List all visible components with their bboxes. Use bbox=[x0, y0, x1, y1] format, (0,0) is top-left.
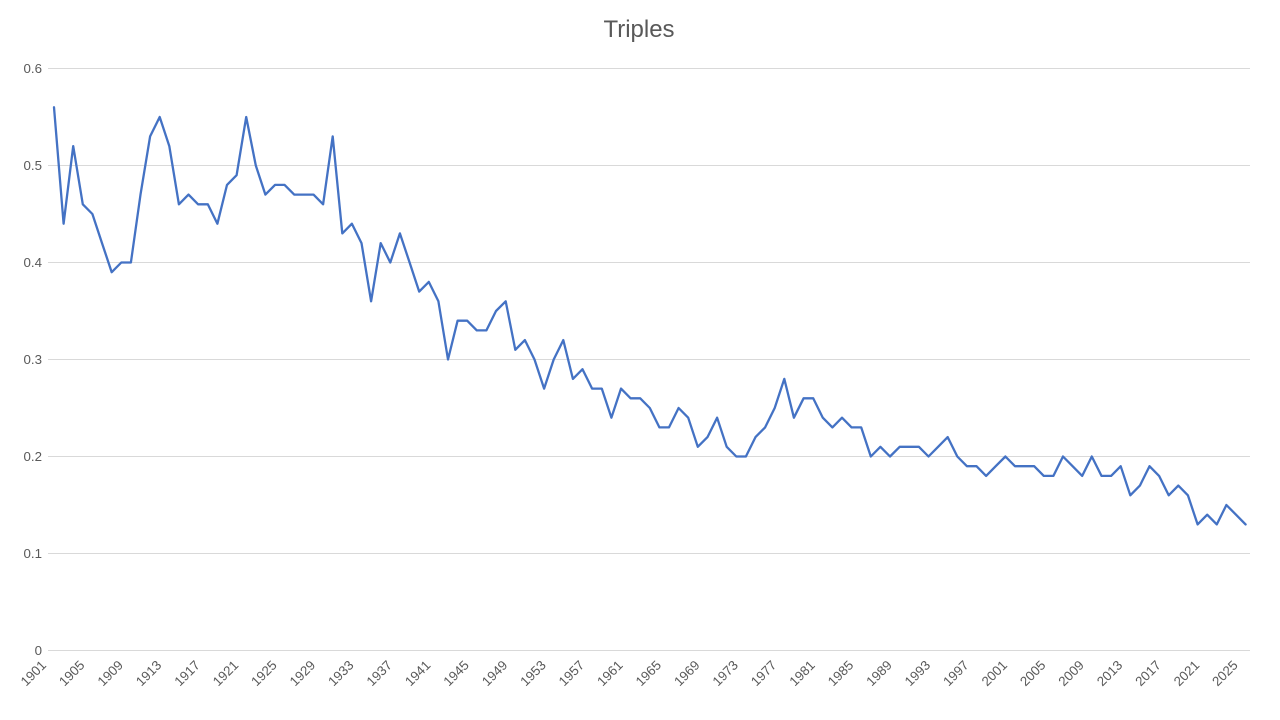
x-axis-label: 1957 bbox=[556, 658, 588, 690]
y-axis-labels: 0 0.1 0.2 0.3 0.4 0.5 0.6 bbox=[24, 61, 43, 658]
chart-title: Triples bbox=[603, 16, 675, 43]
x-axis-label: 2025 bbox=[1209, 658, 1241, 690]
y-axis-label: 0.3 bbox=[24, 352, 43, 367]
y-axis-label: 0.2 bbox=[24, 449, 43, 464]
x-axis-label: 1997 bbox=[940, 658, 972, 690]
x-axis-label: 1913 bbox=[133, 658, 165, 690]
x-axis-label: 1917 bbox=[171, 658, 203, 690]
x-axis-label: 2001 bbox=[979, 658, 1011, 690]
x-axis-label: 1933 bbox=[325, 658, 357, 690]
x-axis-label: 1973 bbox=[709, 658, 741, 690]
y-axis-label: 0 bbox=[35, 643, 42, 658]
x-axis-label: 1969 bbox=[671, 658, 703, 690]
x-axis-label: 1921 bbox=[210, 658, 242, 690]
x-axis-label: 1961 bbox=[594, 658, 626, 690]
gridlines bbox=[48, 68, 1250, 651]
x-axis-label: 1989 bbox=[863, 658, 895, 690]
x-axis-label: 1945 bbox=[440, 658, 472, 690]
y-axis-label: 0.1 bbox=[24, 546, 43, 561]
x-axis-label: 2009 bbox=[1055, 658, 1087, 690]
x-axis-label: 1929 bbox=[287, 658, 319, 690]
x-axis-label: 1949 bbox=[479, 658, 511, 690]
x-axis-label: 1981 bbox=[786, 658, 818, 690]
x-axis-label: 1965 bbox=[633, 658, 665, 690]
x-axis-label: 2013 bbox=[1094, 658, 1126, 690]
x-axis-label: 1993 bbox=[902, 658, 934, 690]
y-axis-label: 0.6 bbox=[24, 61, 43, 76]
x-axis-label: 1937 bbox=[363, 658, 395, 690]
x-axis-label: 2021 bbox=[1171, 658, 1203, 690]
x-axis-label: 1941 bbox=[402, 658, 434, 690]
x-axis-label: 1901 bbox=[18, 658, 50, 690]
x-axis-label: 1909 bbox=[94, 658, 126, 690]
x-axis-label: 1977 bbox=[748, 658, 780, 690]
x-axis-label: 1985 bbox=[825, 658, 857, 690]
y-axis-label: 0.5 bbox=[24, 158, 43, 173]
x-axis-label: 2017 bbox=[1132, 658, 1164, 690]
x-axis-label: 2005 bbox=[1017, 658, 1049, 690]
y-axis-label: 0.4 bbox=[24, 255, 43, 270]
series-line bbox=[52, 106, 1247, 526]
x-axis-label: 1925 bbox=[248, 658, 280, 690]
x-axis-label: 1953 bbox=[517, 658, 549, 690]
x-axis-label: 1905 bbox=[56, 658, 88, 690]
x-axis-labels: 1901 1905 1909 1913 1917 1921 1925 1929 1933 1937… bbox=[18, 658, 1241, 690]
